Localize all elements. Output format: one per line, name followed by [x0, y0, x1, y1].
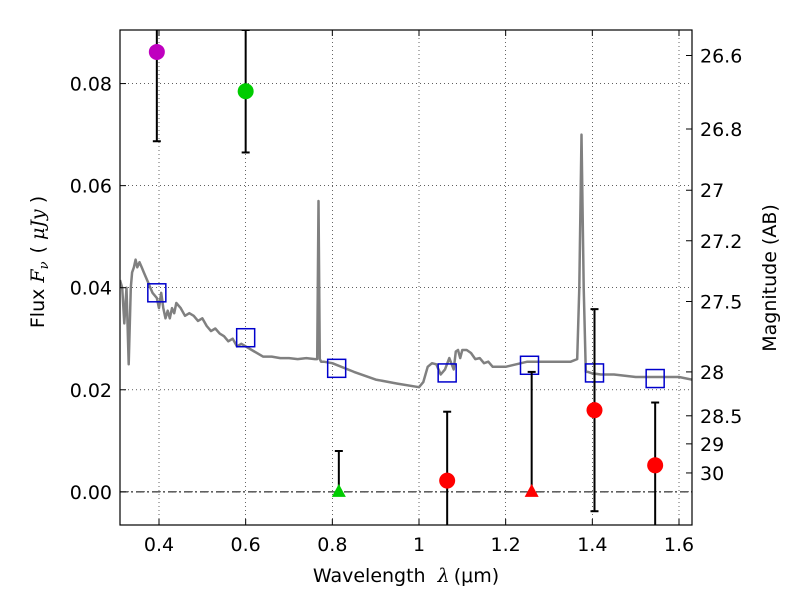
plot-frame: [119, 29, 693, 526]
axis-ticks: [120, 30, 692, 525]
x-tick-label: 1.2: [491, 534, 521, 556]
x-tick-label: 0.4: [144, 534, 174, 556]
model-point: [437, 363, 457, 383]
y-tick-label: 0.04: [70, 278, 112, 300]
y-axis-title: Flux Fν( μJy ): [27, 196, 52, 328]
mag-tick-label: 26.8: [700, 119, 742, 141]
model-spectrum-line: [120, 133, 692, 389]
x-axis-title: Wavelength λ (μm): [313, 565, 499, 587]
mag-tick-label: 29: [700, 434, 724, 456]
plot-background: [120, 30, 692, 525]
model-point: [147, 283, 167, 303]
mag-tick-label: 30: [700, 463, 724, 485]
mag-tick-label: 28: [700, 362, 724, 384]
x-tick-label: 1.6: [664, 534, 694, 556]
observed-point: [439, 472, 456, 489]
mag-tick-label: 27: [700, 180, 724, 202]
y-tick-label: 0.06: [70, 176, 112, 198]
mag-tick-label: 28.5: [700, 406, 742, 428]
observed-point: [237, 83, 254, 100]
tick-labels: 0.4 0.6 0.8 1 1.2 1.4 1.6 0.00 0.02 0.04 0.06 0.08 2…: [70, 46, 743, 556]
observed-upper-limit: [524, 483, 539, 497]
observed-photometry-points: [148, 30, 664, 525]
x-tick-label: 0.6: [231, 534, 261, 556]
model-point: [326, 358, 347, 379]
x-tick-label: 1.4: [577, 534, 607, 556]
observed-point: [647, 457, 664, 474]
y-tick-label: 0.08: [70, 74, 112, 96]
observed-point: [148, 43, 165, 60]
mag-tick-label: 27.5: [700, 291, 742, 313]
x-tick-label: 0.8: [317, 534, 347, 556]
observed-upper-limit: [331, 483, 346, 497]
y-tick-label: 0.00: [70, 482, 112, 504]
mag-tick-label: 27.2: [700, 231, 742, 253]
model-point: [645, 368, 665, 389]
y2-axis-title: Magnitude (AB): [759, 204, 781, 352]
model-point: [235, 327, 256, 348]
mag-tick-label: 26.6: [700, 46, 742, 68]
observed-point: [586, 402, 603, 419]
x-tick-label: 1: [413, 534, 425, 556]
model-point: [519, 355, 540, 376]
y-tick-label: 0.02: [70, 380, 112, 402]
